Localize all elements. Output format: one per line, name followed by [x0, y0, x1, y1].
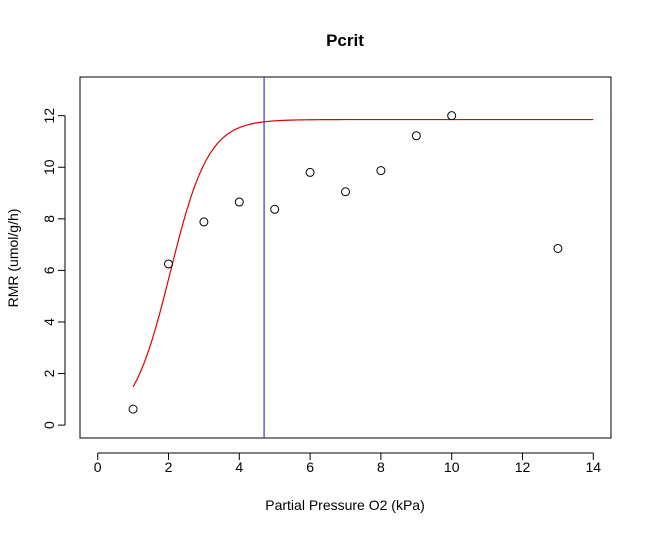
y-tick-label: 2: [41, 369, 57, 377]
data-point: [164, 259, 173, 269]
y-tick-label: 4: [41, 318, 57, 326]
data-point: [199, 217, 209, 227]
data-point: [553, 243, 563, 253]
y-tick-label: 10: [41, 159, 57, 175]
data-point: [234, 197, 244, 207]
data-point: [305, 167, 315, 177]
x-tick-label: 0: [94, 459, 102, 475]
data-point: [411, 131, 421, 141]
x-tick-label: 12: [515, 459, 531, 475]
data-point: [376, 166, 386, 176]
fit-curve: [132, 118, 594, 388]
x-axis: 0 2 4 6 8 10 12 14: [94, 452, 602, 475]
x-tick-label: 8: [377, 459, 385, 475]
x-tick-label: 10: [444, 459, 460, 475]
chart-title: Pcrit: [326, 31, 364, 50]
x-tick-label: 4: [235, 459, 243, 475]
x-tick-label: 2: [165, 459, 173, 475]
x-tick-label: 14: [586, 459, 602, 475]
data-point: [341, 187, 350, 197]
y-tick-label: 8: [41, 215, 57, 223]
y-tick-label: 12: [41, 108, 57, 124]
x-tick-label: 6: [306, 459, 314, 475]
y-tick-label: 0: [41, 421, 57, 429]
fit-curve-layer: [132, 118, 594, 388]
data-point: [447, 111, 457, 121]
data-point: [128, 404, 138, 414]
plot-frame: [79, 76, 612, 439]
data-point: [270, 204, 280, 214]
y-axis: 0 2 4 6 8 10 12: [41, 108, 66, 429]
y-tick-label: 6: [41, 266, 57, 274]
y-axis-label: RMR (umol/g/h): [5, 209, 21, 308]
data-points: [128, 111, 563, 414]
x-axis-label: Partial Pressure O2 (kPa): [265, 497, 425, 513]
